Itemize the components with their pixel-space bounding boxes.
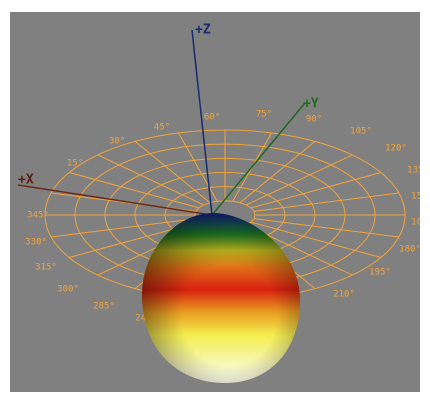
grid-spoke [134, 141, 211, 204]
x-label: +X [18, 173, 34, 188]
angle-label: 105° [350, 127, 372, 137]
angle-label: 30° [109, 137, 125, 147]
x-axis [17, 184, 213, 216]
angle-label: 300° [57, 285, 79, 295]
y-label: +Y [303, 97, 319, 112]
grid-spoke [177, 132, 218, 202]
z-label: +Z [195, 23, 211, 38]
grid-spoke [97, 154, 205, 206]
angle-label: 135° [407, 166, 429, 176]
grid-spoke [51, 218, 197, 238]
angle-label: 120° [385, 144, 407, 154]
angle-label: 285° [93, 302, 115, 312]
viewport: 15° 30° 45° 60° 75° 90° 105° 120° 135° 150° 165° 18… [10, 12, 430, 392]
angle-label: 210° [333, 290, 355, 300]
angle-label: 75° [256, 110, 272, 120]
grid-spoke [253, 192, 399, 212]
angle-label: 315° [35, 263, 57, 273]
angle-label: 180° [399, 245, 421, 255]
angle-label: 330° [25, 238, 47, 248]
angle-label: 90° [306, 115, 322, 125]
grid-spoke [250, 172, 382, 209]
grid-spoke [239, 141, 316, 204]
y-axis [211, 102, 306, 216]
grid-spoke [68, 172, 200, 209]
angle-label: 60° [204, 113, 220, 123]
polar-grid [44, 129, 406, 301]
z-axis [191, 29, 213, 216]
lobe-shading [142, 213, 300, 383]
angle-label: 345° [27, 211, 49, 221]
grid-spoke [253, 218, 399, 238]
grid-spoke [245, 154, 353, 206]
grid-spoke [250, 221, 382, 258]
angle-label: 45° [154, 123, 170, 133]
angle-label: 195° [369, 268, 391, 278]
angle-label: 165° [411, 218, 430, 228]
angle-label: 150° [411, 192, 430, 202]
angle-label: 15° [67, 159, 83, 169]
